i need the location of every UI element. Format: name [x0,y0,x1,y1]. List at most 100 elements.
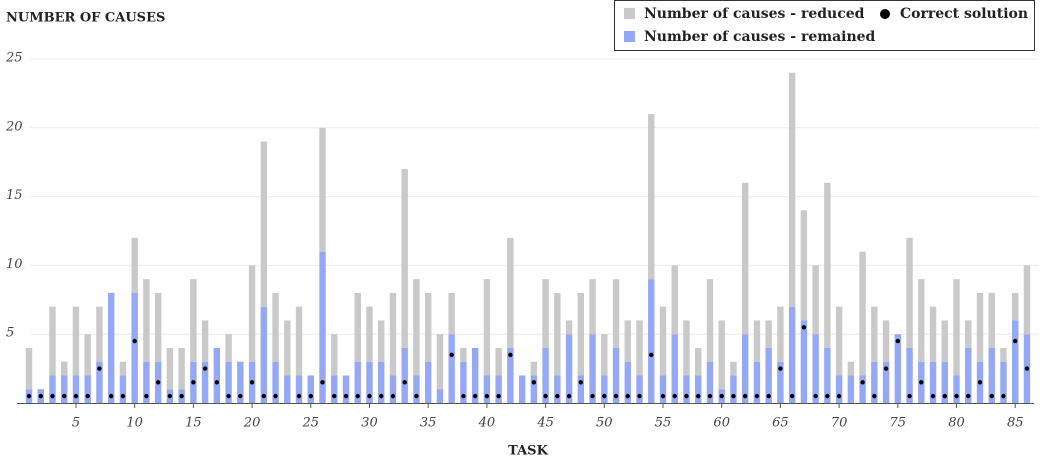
bar-segment [471,347,479,403]
solution-dot [355,393,360,399]
solution-dot [625,393,630,399]
bar-segment [636,320,643,376]
bar-segment [448,334,455,403]
bar-segment [25,347,33,390]
solution-dot [531,380,537,385]
bar-segment [119,361,127,376]
bar-segment [741,334,749,403]
solution-dot [461,393,466,399]
bar-segment [401,169,408,348]
solution-dot [860,380,865,385]
bar-segment [389,292,397,376]
bar-segment [495,347,502,376]
bar-segment [61,375,68,403]
solution-dot [1024,366,1030,371]
solution-dot [766,393,771,399]
solution-dot [696,393,701,399]
bar-segment [507,347,514,403]
bar-segment [201,320,209,362]
solution-dot [108,393,114,399]
bar-segment [413,375,420,403]
solution-dot [977,380,983,385]
bar-segment [824,347,831,403]
bar-segment [965,320,972,348]
bar-segment [988,347,995,403]
solution-dot [989,393,994,399]
bar-segment [1000,361,1007,403]
bar-segment [871,361,878,403]
bar-segment [495,375,502,403]
solution-dot [813,393,818,399]
x-tick-label: 60 [713,416,730,431]
legend-swatch [880,9,890,19]
solution-dot [214,380,220,385]
y-tick-label: 5 [6,326,14,341]
solution-dot [684,393,689,399]
bar-segment [378,320,385,362]
bar-segment [730,375,737,403]
bar-segment [718,320,725,390]
bar-segment [49,306,56,376]
bar-segment [389,375,397,403]
bar-segment [554,375,561,403]
bar-segment [1000,347,1007,362]
bar-segment [648,114,655,280]
solution-dot [73,393,79,399]
bar-segment [342,375,350,403]
bar-segment [565,334,573,403]
solution-dot [966,393,971,399]
bar-segment [284,375,291,403]
solution-dot [637,393,642,399]
bar-segment [295,375,303,403]
solution-dot [836,393,842,399]
bar-segment [871,306,878,362]
bar-segment [859,251,866,376]
x-tick-label: 75 [890,416,907,431]
x-tick-label: 10 [126,416,143,431]
bar-segment [753,320,761,362]
bar-segment [366,361,373,403]
bar-segment [953,375,960,403]
legend-label: Number of causes - reduced [644,6,865,22]
solution-dot [731,393,736,399]
bar-segment [331,334,338,376]
bar-segment [624,320,631,362]
y-tick-label: 10 [6,257,23,272]
solution-dot [954,393,959,399]
bar-segment [190,279,197,362]
bar-segment [61,361,68,376]
x-tick-label: 30 [361,416,378,431]
bar-segment [319,251,326,403]
solution-dot [555,393,560,399]
bar-segment [354,292,361,362]
x-tick-label: 70 [831,416,848,431]
x-tick-label: 5 [72,416,80,431]
bar-segment [49,375,56,403]
bar-segment [953,279,960,376]
solution-dot [26,393,32,399]
solution-dot [472,393,478,399]
x-tick-label: 80 [948,416,965,431]
solution-dot [590,393,595,399]
bar-segment [542,347,549,403]
bar-segment [659,306,667,376]
bar-segment [96,306,103,362]
bar-segment [131,237,138,293]
solution-dot [649,352,654,358]
bar-segment [800,210,808,321]
bar-segment [542,279,549,348]
x-axis-label: TASK [508,444,548,459]
bar-segment [554,292,561,376]
bar-segment [941,361,948,403]
bar-segment [765,347,772,403]
solution-dot [191,380,196,385]
bar-segment [483,375,491,403]
solution-dot [789,393,795,399]
x-tick-label: 35 [420,416,437,431]
solution-dot [50,393,55,399]
solution-dot [778,366,783,371]
bar-segment [788,72,796,307]
solution-dot [38,393,43,399]
bar-segment [847,361,855,376]
